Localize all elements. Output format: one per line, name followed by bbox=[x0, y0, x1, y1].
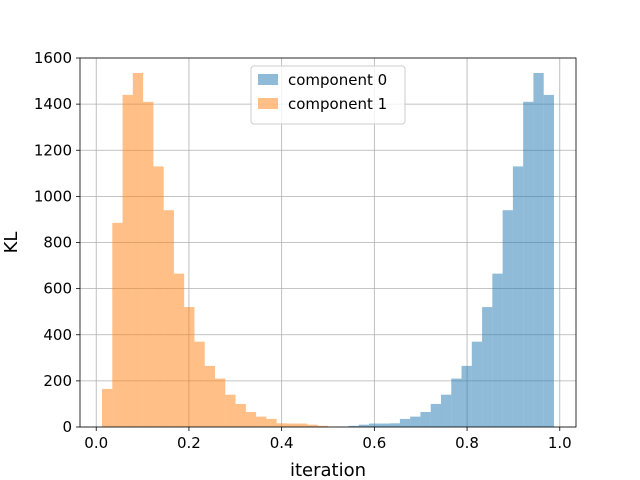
y-tick-label: 1000 bbox=[34, 187, 72, 205]
bar-series-1 bbox=[256, 416, 267, 427]
bar-series-1 bbox=[286, 423, 298, 427]
legend: component 0 component 1 bbox=[250, 65, 406, 125]
bar-series-0 bbox=[399, 418, 411, 427]
y-tick-label: 400 bbox=[43, 326, 72, 344]
bar-series-0 bbox=[358, 424, 370, 427]
bar-series-0 bbox=[440, 394, 452, 427]
bar-series-1 bbox=[215, 378, 226, 427]
legend-swatch-component-0 bbox=[258, 74, 278, 85]
bar-series-0 bbox=[430, 403, 441, 427]
bar-series-1 bbox=[122, 94, 133, 428]
x-tick-label: 0.8 bbox=[455, 434, 479, 452]
bar-series-0 bbox=[533, 72, 544, 427]
bar-series-1 bbox=[112, 222, 123, 427]
bar-series-0 bbox=[451, 378, 462, 427]
bar-series-0 bbox=[410, 416, 421, 427]
y-tick-label: 0 bbox=[62, 418, 72, 436]
y-tick-label: 1200 bbox=[34, 141, 72, 159]
bars bbox=[102, 72, 554, 428]
bar-series-0 bbox=[389, 423, 400, 427]
x-axis-ticks: 0.0 0.2 0.4 0.6 0.8 1.0 bbox=[84, 427, 572, 452]
bar-series-1 bbox=[235, 403, 246, 427]
bar-series-1 bbox=[225, 394, 236, 427]
bar-series-1 bbox=[153, 166, 164, 428]
bar-series-1 bbox=[132, 72, 144, 427]
bar-series-1 bbox=[173, 273, 185, 427]
y-tick-label: 1400 bbox=[34, 95, 72, 113]
y-axis-ticks: 0 200 400 600 800 1000 1200 1400 1600 bbox=[34, 49, 80, 436]
bar-series-1 bbox=[194, 341, 205, 427]
y-tick-label: 600 bbox=[43, 280, 72, 298]
bar-series-1 bbox=[163, 210, 174, 427]
y-axis-label: KL bbox=[1, 232, 22, 254]
bar-series-1 bbox=[266, 418, 277, 427]
bar-series-0 bbox=[512, 166, 524, 428]
x-tick-label: 0.4 bbox=[270, 434, 294, 452]
y-tick-label: 1600 bbox=[34, 49, 72, 67]
x-tick-label: 1.0 bbox=[548, 434, 572, 452]
bar-series-0 bbox=[369, 423, 380, 427]
bar-series-1 bbox=[276, 423, 287, 427]
y-tick-label: 800 bbox=[43, 234, 72, 252]
legend-swatch-component-1 bbox=[258, 98, 278, 109]
legend-box bbox=[250, 65, 406, 125]
bar-series-0 bbox=[502, 210, 513, 427]
bar-series-1 bbox=[307, 424, 318, 427]
x-tick-label: 0.0 bbox=[84, 434, 108, 452]
x-tick-label: 0.6 bbox=[362, 434, 386, 452]
bar-series-0 bbox=[420, 412, 431, 427]
bar-series-0 bbox=[492, 273, 503, 427]
bar-series-0 bbox=[523, 101, 534, 427]
x-axis-label: iteration bbox=[290, 460, 366, 480]
bar-series-1 bbox=[204, 365, 216, 427]
bar-series-0 bbox=[543, 94, 554, 428]
bar-series-1 bbox=[143, 101, 154, 427]
bar-series-0 bbox=[348, 425, 359, 427]
bar-series-0 bbox=[482, 307, 493, 427]
legend-label-component-0: component 0 bbox=[288, 71, 387, 89]
bar-series-0 bbox=[471, 341, 483, 427]
bar-series-1 bbox=[184, 307, 195, 427]
legend-label-component-1: component 1 bbox=[288, 95, 387, 113]
bar-series-0 bbox=[379, 423, 390, 427]
bar-series-1 bbox=[245, 412, 257, 427]
bar-series-1 bbox=[102, 388, 113, 427]
bar-series-0 bbox=[461, 365, 472, 427]
x-tick-label: 0.2 bbox=[177, 434, 201, 452]
y-tick-label: 200 bbox=[43, 372, 72, 390]
bar-series-1 bbox=[317, 425, 328, 427]
bar-series-1 bbox=[297, 423, 308, 427]
